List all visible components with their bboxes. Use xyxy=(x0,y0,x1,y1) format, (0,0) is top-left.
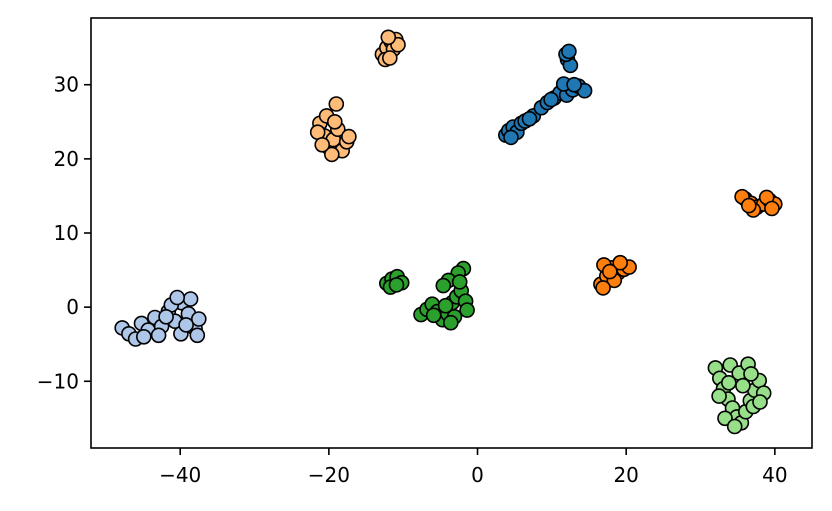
data-point-series-0-23 xyxy=(521,111,538,127)
data-point-series-3-19 xyxy=(435,277,452,294)
data-point-series-4-22 xyxy=(720,374,737,391)
axes-frame xyxy=(90,17,813,449)
axis-ticks: −40 −20 0 20 40 −10 0 10 20 30 xyxy=(37,73,788,487)
y-tick-label: −10 xyxy=(37,369,79,393)
data-point-series-2-22 xyxy=(326,114,343,130)
y-tick-label: 10 xyxy=(54,221,79,245)
data-point-series-5-21 xyxy=(158,308,174,325)
y-tick-label: 20 xyxy=(54,147,79,171)
x-tick-label: 20 xyxy=(613,463,638,487)
data-point-series-3-21 xyxy=(425,307,442,324)
data-point-series-0-22 xyxy=(566,76,582,93)
data-point-series-2-21 xyxy=(314,137,331,153)
data-point-series-5-17 xyxy=(169,289,185,306)
data-point-series-5-18 xyxy=(189,327,206,344)
data-point-series-0-5 xyxy=(503,129,519,146)
data-point-series-2-8 xyxy=(381,50,398,66)
y-tick-label: 0 xyxy=(66,295,79,319)
data-point-series-4-19 xyxy=(711,388,727,404)
data-point-series-2-19 xyxy=(323,146,340,163)
x-tick-label: 40 xyxy=(762,463,787,487)
data-point-series-5-16 xyxy=(150,327,167,344)
data-point-series-3-22 xyxy=(459,302,475,318)
data-point-series-2-16 xyxy=(328,96,345,112)
data-point-series-5-12 xyxy=(191,311,207,327)
data-point-series-3-24 xyxy=(437,297,454,314)
data-point-series-5-20 xyxy=(178,317,194,333)
data-point-series-5-19 xyxy=(136,328,152,345)
data-point-series-0-17 xyxy=(543,91,559,108)
y-tick-label: 30 xyxy=(54,73,79,97)
data-point-series-1-10 xyxy=(740,197,757,214)
x-tick-label: 0 xyxy=(471,463,484,487)
data-point-series-4-16 xyxy=(726,418,743,435)
data-point-series-1-21 xyxy=(601,263,618,280)
x-tick-label: −20 xyxy=(308,463,350,487)
data-point-series-4-20 xyxy=(752,394,768,410)
data-point-series-1-19 xyxy=(595,280,611,296)
data-point-series-3-5 xyxy=(388,277,405,293)
data-point-series-0-21 xyxy=(561,43,577,60)
data-point-series-2-20 xyxy=(341,128,357,145)
data-point-series-2-7 xyxy=(380,29,397,46)
data-point-series-3-23 xyxy=(451,274,468,290)
data-point-series-1-9 xyxy=(764,200,780,217)
data-point-series-5-13 xyxy=(182,291,199,307)
plot-background xyxy=(91,18,812,448)
data-point-series-1-20 xyxy=(612,254,629,271)
data-point-series-3-25 xyxy=(442,314,459,331)
data-point-series-4-21 xyxy=(743,366,759,382)
data-points xyxy=(114,29,783,435)
x-tick-label: −40 xyxy=(159,463,201,487)
